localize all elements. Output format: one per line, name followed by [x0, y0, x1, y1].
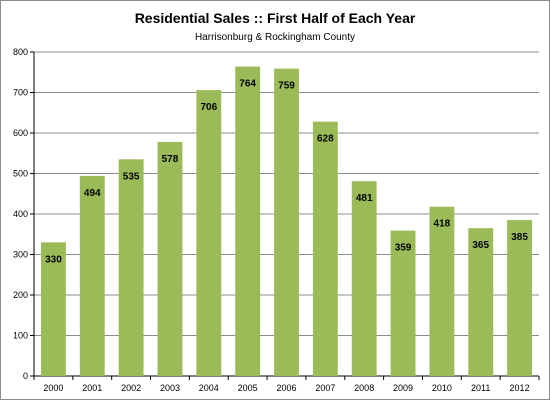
- data-label: 706: [200, 102, 217, 113]
- bar: [468, 228, 494, 376]
- bar: [40, 242, 66, 376]
- bar: [79, 175, 105, 376]
- data-label: 365: [472, 240, 489, 251]
- bar: [235, 66, 261, 376]
- y-tick-label: 800: [13, 47, 28, 57]
- bar: [118, 159, 144, 376]
- bar: [507, 220, 533, 376]
- y-tick-label: 700: [13, 88, 28, 98]
- bar: [312, 121, 338, 376]
- x-tick-label: 2011: [471, 383, 490, 393]
- data-label: 535: [123, 171, 140, 182]
- chart-subtitle: Harrisonburg & Rockingham County: [194, 32, 356, 43]
- bar: [390, 230, 416, 376]
- data-label: 418: [434, 219, 451, 230]
- data-label: 628: [317, 134, 334, 145]
- chart-title: Residential Sales :: First Half of Each …: [134, 10, 416, 26]
- y-tick-label: 0: [23, 371, 28, 381]
- x-tick-label: 2012: [510, 383, 530, 393]
- x-tick-label: 2004: [199, 383, 219, 393]
- y-tick-label: 300: [13, 250, 28, 260]
- data-label: 578: [162, 154, 179, 165]
- bar: [429, 206, 455, 376]
- data-label: 481: [356, 193, 373, 204]
- data-label: 494: [84, 188, 101, 199]
- x-tick-label: 2008: [354, 383, 374, 393]
- y-tick-label: 200: [13, 290, 28, 300]
- x-tick-label: 2000: [43, 383, 63, 393]
- bar: [196, 90, 222, 376]
- y-tick-label: 500: [13, 169, 28, 179]
- data-label: 330: [45, 254, 62, 265]
- x-tick-label: 2002: [121, 383, 141, 393]
- data-label: 385: [511, 232, 528, 243]
- x-tick-label: 2010: [432, 383, 452, 393]
- x-tick-label: 2007: [315, 383, 335, 393]
- y-tick-label: 100: [13, 331, 28, 341]
- x-tick-label: 2006: [276, 383, 296, 393]
- data-label: 359: [395, 243, 412, 254]
- y-tick-label: 400: [13, 209, 28, 219]
- x-tick-label: 2009: [393, 383, 413, 393]
- data-label: 759: [278, 81, 295, 92]
- data-label: 764: [239, 79, 256, 90]
- x-tick-label: 2003: [160, 383, 180, 393]
- y-tick-label: 600: [13, 128, 28, 138]
- bar: [274, 68, 299, 376]
- bar: [157, 141, 183, 376]
- x-tick-label: 2001: [82, 383, 102, 393]
- x-tick-label: 2005: [238, 383, 258, 393]
- bar: [351, 181, 377, 376]
